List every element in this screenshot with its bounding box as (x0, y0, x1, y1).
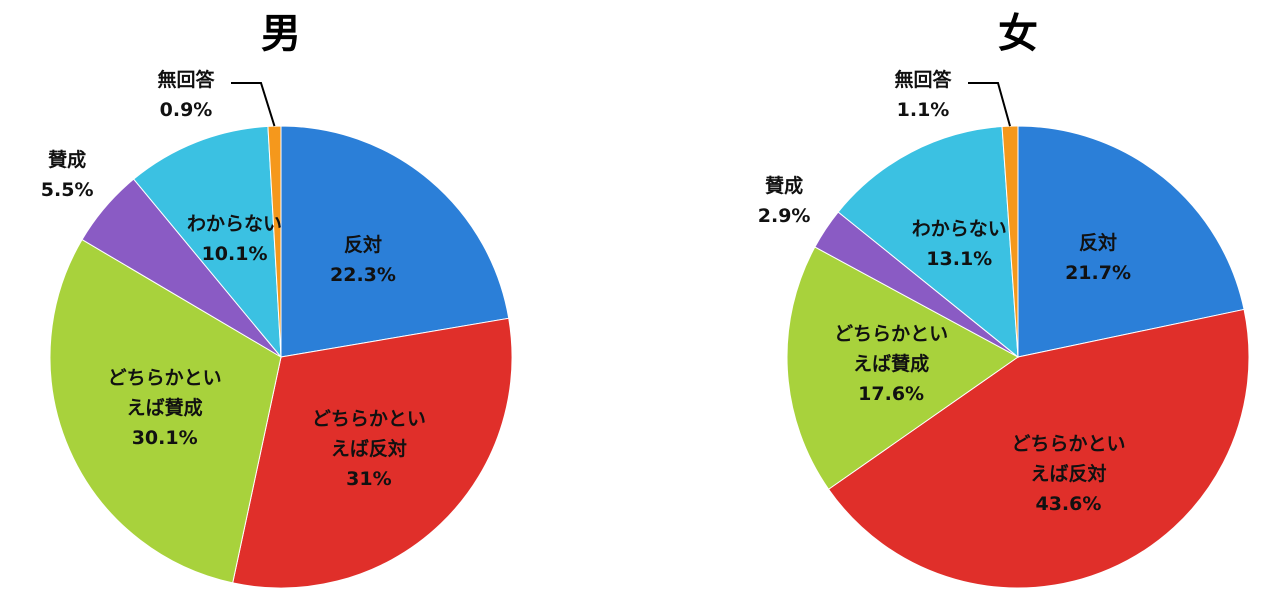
category-label: わからない (187, 212, 283, 235)
pie-slice (232, 317, 513, 589)
pie-slice (786, 246, 1019, 490)
pie-slice (827, 308, 1250, 589)
category-label: わからない (911, 218, 1007, 241)
chart-title: 女 (998, 11, 1038, 57)
pie-slice (837, 126, 1019, 359)
data-label: どちらかといえば賛成 17.6% (826, 319, 956, 409)
category-label: 賛成 (48, 148, 87, 171)
category-label: どちらかといえば反対 (1011, 432, 1126, 485)
value-label: 21.7% (1065, 262, 1131, 285)
value-label: 17.6% (858, 383, 925, 406)
data-label: 反対 22.3% (298, 230, 428, 290)
category-label: どちらかといえば賛成 (834, 323, 949, 376)
data-label: わからない 13.1% (894, 214, 1024, 274)
pie-slice (49, 238, 282, 584)
data-label: 賛成 2.9% (719, 171, 849, 231)
value-label: 10.1% (201, 242, 268, 265)
value-label: 2.9% (757, 205, 811, 228)
leader-line (231, 82, 276, 127)
data-label: わからない 10.1% (170, 209, 300, 269)
value-label: 31% (346, 467, 392, 490)
data-label: どちらかといえば賛成 30.1% (100, 363, 230, 453)
data-label: 無回答 0.9% (121, 65, 251, 125)
value-label: 0.9% (159, 99, 213, 121)
pie-slice (280, 125, 510, 358)
category-label: 無回答 (894, 69, 952, 91)
chart-title: 男 (261, 11, 301, 57)
value-label: 43.6% (1035, 492, 1102, 515)
value-label: 30.1% (131, 427, 198, 450)
data-label: 賛成 5.5% (2, 145, 132, 205)
data-label: 無回答 1.1% (858, 65, 988, 125)
data-label: どちらかといえば反対 31% (304, 404, 434, 494)
pie-slice (1017, 125, 1245, 358)
category-label: 賛成 (765, 175, 804, 198)
pie-slice (1001, 125, 1019, 358)
category-label: 反対 (343, 233, 382, 256)
data-label: どちらかといえば反対 43.6% (1003, 429, 1133, 519)
category-label: 無回答 (157, 69, 215, 91)
pie-slice (132, 125, 282, 359)
category-label: どちらかといえば賛成 (107, 367, 222, 420)
leader-line (968, 82, 1011, 127)
value-label: 22.3% (330, 263, 396, 286)
value-label: 1.1% (896, 99, 950, 121)
value-label: 13.1% (926, 248, 993, 271)
category-label: 反対 (1079, 232, 1118, 255)
value-label: 5.5% (40, 178, 94, 201)
category-label: どちらかといえば反対 (311, 407, 426, 460)
data-label: 反対 21.7% (1033, 228, 1163, 288)
